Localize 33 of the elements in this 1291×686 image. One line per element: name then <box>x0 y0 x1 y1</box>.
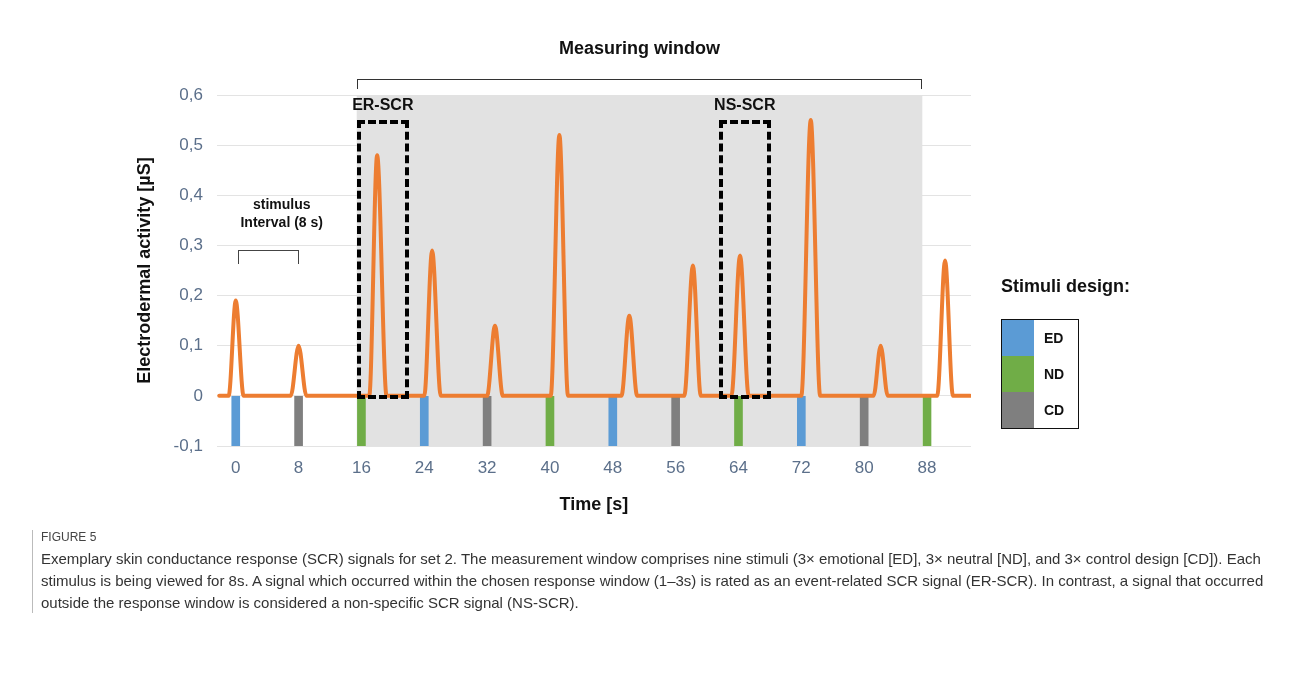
line-series <box>217 118 971 398</box>
y-tick-label: 0,4 <box>179 184 203 204</box>
y-tick-label: 0 <box>193 385 203 405</box>
x-axis-title: Time [s] <box>559 494 629 515</box>
x-tick-label: 0 <box>231 457 241 477</box>
y-axis-title: Electrodermal activity [µS] <box>133 157 154 384</box>
x-tick-label: 48 <box>603 457 623 477</box>
text: CD <box>1043 402 1066 418</box>
x-tick-label: 64 <box>729 457 748 477</box>
caption: FIGURE 5 <box>41 530 98 544</box>
x-tick-label: 16 <box>351 457 371 477</box>
x-tick-label: 56 <box>666 457 686 477</box>
x-tick-label: 32 <box>477 457 497 477</box>
annotation: NS-SCR <box>713 94 777 115</box>
x-tick-label: 88 <box>917 457 937 477</box>
y-tick-label: 0,3 <box>179 235 203 255</box>
band-label: Measuring window <box>558 37 721 60</box>
text: Exemplary skin conductance response (SCR) signals for set 2. The measurement window comprises nine stimuli (3× emotional [ED], 3× neutral [ND], and 3× control design [CD]). Each stimulus is being viewed for 8s. A signal which occurred within the chosen response window (1–3s) is rated as an event-related SCR signal (ER-SCR). In contrast, a signal that occurred outside the response window is considered a non-specific SCR signal (NS-SCR). <box>41 549 1265 613</box>
text: ED <box>1043 330 1065 346</box>
x-tick-label: 8 <box>293 457 304 477</box>
x-tick-label: 40 <box>540 457 560 477</box>
y-tick-label: 0,2 <box>179 285 203 305</box>
y-tick-label: 0,5 <box>179 134 203 154</box>
y-tick-label: 0,6 <box>179 84 203 104</box>
x-tick-label: 72 <box>791 457 811 477</box>
x-tick-label: 80 <box>854 457 874 477</box>
text: ND <box>1043 366 1066 382</box>
annotation: ER-SCR <box>351 94 415 115</box>
y-tick-label: 0,1 <box>179 335 203 355</box>
x-tick-label: 24 <box>414 457 434 477</box>
annotation: stimulus Interval (8 s) <box>239 196 324 232</box>
legend-title: Stimuli design: <box>1001 276 1131 297</box>
y-tick-label: -0,1 <box>173 435 203 455</box>
